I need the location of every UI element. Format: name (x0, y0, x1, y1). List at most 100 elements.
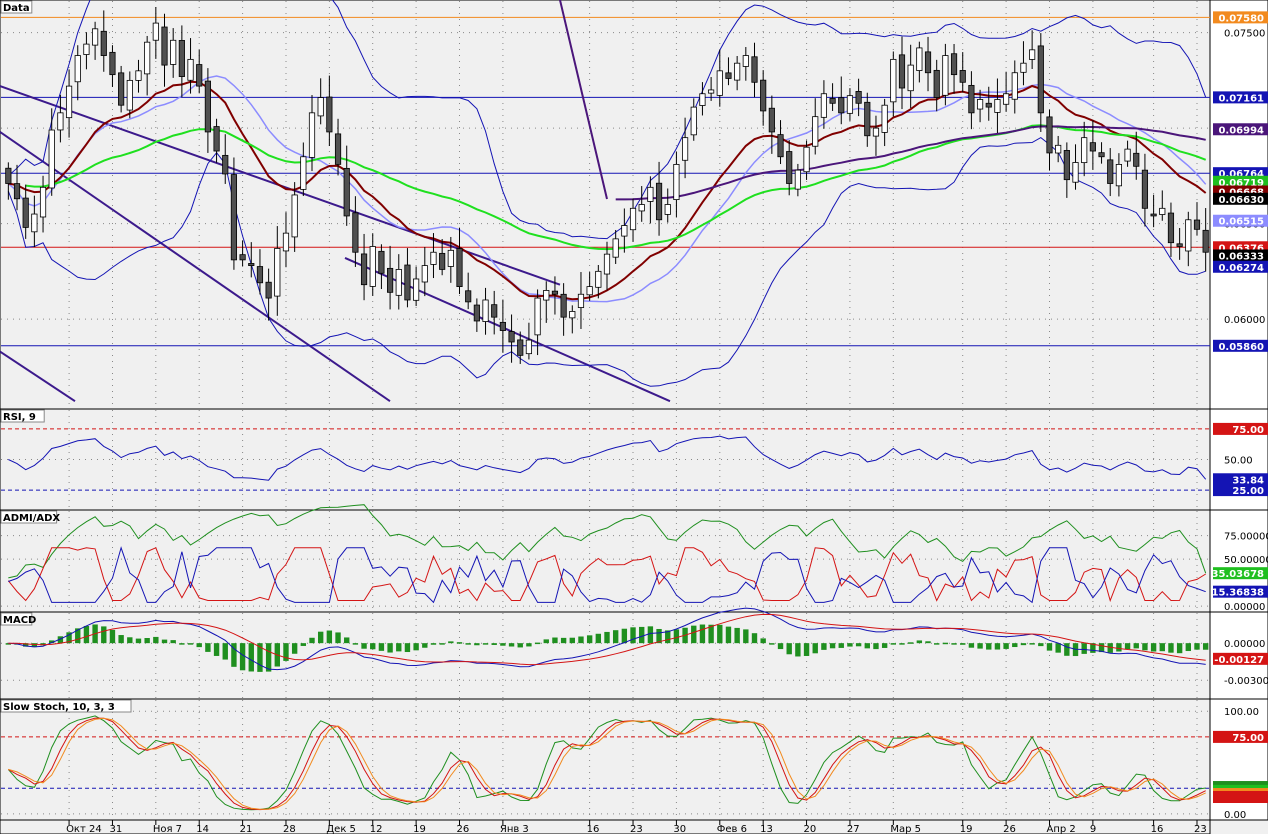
candlestick[interactable] (517, 331, 524, 364)
candlestick[interactable] (916, 41, 923, 83)
candlestick[interactable] (1193, 202, 1201, 236)
candlestick[interactable] (586, 272, 593, 301)
candlestick[interactable] (577, 272, 585, 329)
candlestick[interactable] (595, 265, 602, 299)
candlestick[interactable] (751, 42, 758, 98)
candlestick[interactable] (968, 71, 975, 130)
candlestick[interactable] (1020, 41, 1027, 86)
candlestick[interactable] (1159, 190, 1166, 221)
candlestick[interactable] (1133, 131, 1140, 180)
candlestick[interactable] (369, 233, 376, 296)
candlestick[interactable] (378, 244, 385, 290)
candlestick[interactable] (447, 236, 454, 283)
candlestick[interactable] (308, 95, 316, 172)
candlestick[interactable] (681, 117, 689, 179)
candlestick[interactable] (282, 212, 290, 268)
candlestick[interactable] (300, 142, 307, 197)
candlestick[interactable] (152, 7, 159, 59)
candlestick[interactable] (942, 43, 949, 106)
candlestick[interactable] (74, 45, 81, 101)
candlestick[interactable] (621, 208, 628, 253)
candlestick[interactable] (230, 157, 238, 270)
trend-channel-line[interactable] (0, 350, 76, 403)
candlestick[interactable] (1029, 30, 1036, 69)
candlestick[interactable] (1055, 135, 1062, 163)
candlestick[interactable] (430, 233, 437, 279)
candlestick[interactable] (291, 182, 298, 252)
candlestick[interactable] (170, 28, 177, 78)
candlestick[interactable] (838, 76, 845, 125)
candlestick[interactable] (413, 266, 420, 307)
candlestick[interactable] (881, 98, 888, 147)
candlestick[interactable] (1115, 153, 1122, 197)
candlestick[interactable] (144, 35, 151, 96)
candlestick[interactable] (820, 80, 827, 129)
candlestick[interactable] (109, 45, 116, 87)
candlestick[interactable] (1089, 120, 1096, 170)
candlestick[interactable] (465, 272, 472, 310)
candlestick[interactable] (421, 246, 428, 297)
candlestick[interactable] (48, 108, 55, 196)
candlestick[interactable] (499, 299, 506, 353)
pane-3[interactable]: 0.00000 -0.00300 -0.00127 MACD (0, 607, 1268, 700)
candlestick[interactable] (1046, 109, 1053, 171)
candlestick[interactable] (629, 198, 637, 242)
candlestick[interactable] (1072, 144, 1079, 190)
candlestick[interactable] (1011, 60, 1018, 114)
candlestick[interactable] (508, 314, 515, 363)
candlestick[interactable] (482, 287, 489, 335)
candlestick[interactable] (950, 44, 958, 94)
candlestick[interactable] (803, 140, 810, 180)
candlestick[interactable] (387, 245, 394, 310)
candlestick[interactable] (343, 145, 350, 226)
candlestick[interactable] (603, 241, 611, 291)
candlestick[interactable] (196, 49, 203, 94)
candlestick[interactable] (725, 57, 732, 86)
candlestick[interactable] (1167, 202, 1175, 257)
candlestick[interactable] (1037, 33, 1044, 132)
candlestick[interactable] (1081, 121, 1088, 177)
pane-frame[interactable] (0, 611, 1211, 700)
candlestick[interactable] (204, 68, 211, 153)
candlestick[interactable] (638, 186, 645, 222)
candlestick[interactable] (65, 69, 73, 138)
candlestick[interactable] (1098, 142, 1105, 164)
candlestick[interactable] (569, 305, 576, 334)
candlestick[interactable] (439, 239, 446, 276)
candlestick[interactable] (846, 88, 854, 121)
candlestick[interactable] (829, 83, 836, 111)
candlestick[interactable] (890, 51, 897, 117)
candlestick[interactable] (612, 229, 619, 264)
candlestick[interactable] (213, 118, 220, 163)
candlestick[interactable] (525, 322, 533, 360)
candlestick[interactable] (1176, 228, 1183, 260)
candlestick[interactable] (187, 38, 194, 94)
candlestick[interactable] (31, 195, 38, 248)
candlestick[interactable] (256, 249, 264, 295)
pane-2[interactable]: 75.00000 50.00000 0.00000 35.03678 15.36838 A… (0, 504, 1268, 613)
candlestick[interactable] (864, 92, 871, 147)
candlestick[interactable] (248, 242, 255, 278)
pane-0[interactable]: 0.075000.070000.065000.06000Data0.075800… (0, 0, 1268, 410)
candlestick[interactable] (985, 86, 992, 121)
candlestick[interactable] (1107, 148, 1114, 197)
candlestick[interactable] (473, 298, 480, 332)
candlestick[interactable] (647, 176, 654, 224)
candlestick[interactable] (161, 13, 168, 87)
candlestick[interactable] (326, 75, 333, 146)
trend-channel-line[interactable] (0, 131, 391, 403)
candlestick[interactable] (855, 78, 862, 117)
candlestick[interactable] (716, 49, 723, 107)
candlestick[interactable] (898, 36, 906, 110)
candlestick[interactable] (551, 276, 559, 315)
candlestick[interactable] (994, 78, 1001, 134)
candlestick[interactable] (265, 268, 272, 321)
candlestick[interactable] (222, 134, 229, 184)
candlestick[interactable] (768, 95, 775, 154)
candlestick[interactable] (708, 77, 715, 101)
candlestick[interactable] (1185, 211, 1192, 267)
candlestick[interactable] (118, 65, 125, 113)
candlestick[interactable] (317, 78, 324, 125)
